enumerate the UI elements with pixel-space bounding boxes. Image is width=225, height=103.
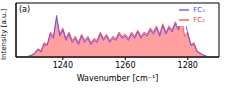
svg-text:Wavenumber [cm⁻¹]: Wavenumber [cm⁻¹] [77,74,159,83]
svg-text:1240: 1240 [53,61,73,70]
svg-text:Intensity [a.u.]: Intensity [a.u.] [8,8,9,60]
svg-text:(a): (a) [19,5,30,14]
html-text:FC₂: FC₂ [193,15,205,24]
html-text:FC₁: FC₁ [193,5,205,14]
svg-text:1280: 1280 [178,61,198,70]
svg-text:1260: 1260 [115,61,135,70]
